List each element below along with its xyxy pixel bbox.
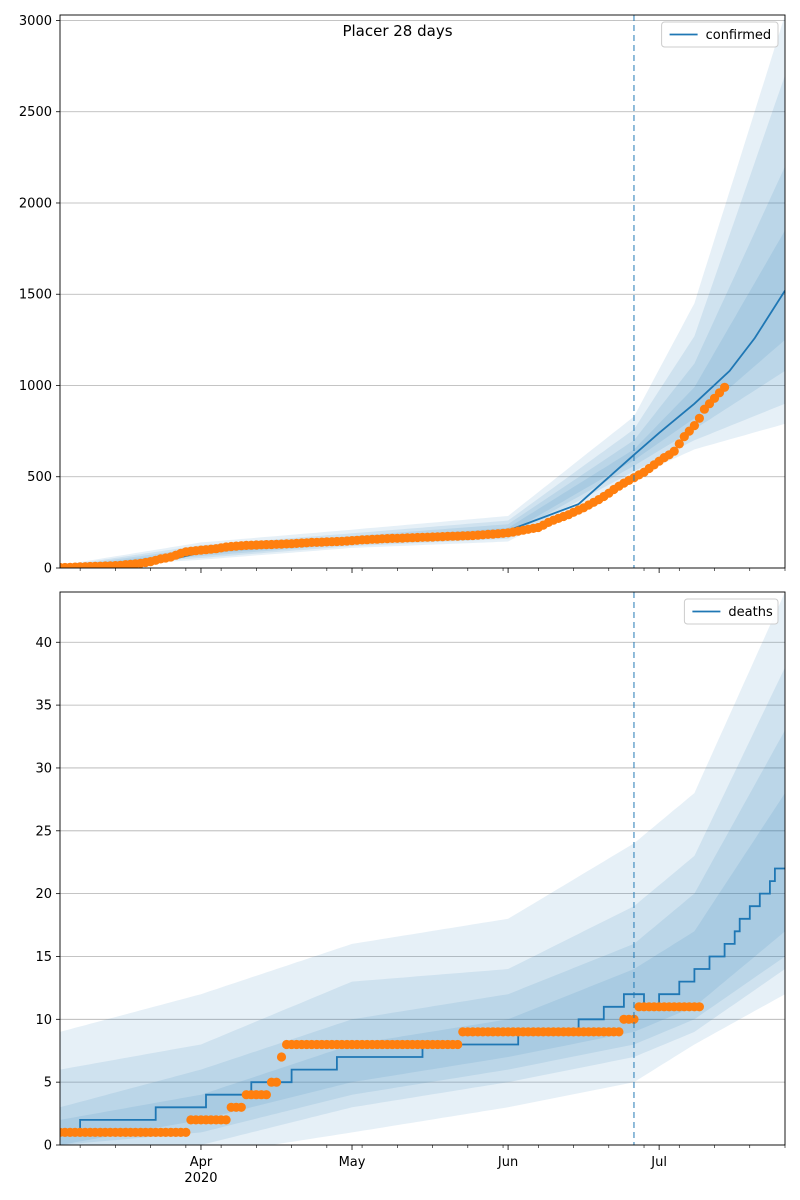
observed-point [221,1115,231,1125]
legend-label: confirmed [706,28,772,43]
y-tick-label: 35 [35,699,52,714]
y-tick-label: 0 [44,562,52,577]
y-tick-label: 10 [35,1013,52,1028]
uncertainty-band-inner [60,793,785,1145]
legend-box [683,598,779,625]
uncertainty-band-outer [60,667,785,1145]
legend-label: deaths [728,605,773,620]
observed-point [261,1090,271,1100]
observed-point [674,439,684,449]
y-tick-label: 500 [27,470,52,485]
chart-title: Placer 28 days [342,22,452,40]
uncertainty-band-widest [60,15,785,568]
y-tick-label: 1000 [19,379,52,394]
x-tick-label: Jun [497,1155,518,1170]
legend: deaths [683,598,779,625]
observed-point [694,413,705,423]
observed-point [629,1014,639,1024]
x-tick-label: Jul [650,1155,667,1170]
y-tick-label: 2000 [19,196,52,211]
plot-area [60,592,785,1145]
x-tick-label: May [339,1155,366,1170]
observed-point [236,1102,246,1112]
y-tick-label: 0 [44,1139,52,1154]
uncertainty-band-outer [60,75,785,568]
y-tick-label: 3000 [19,14,52,29]
y-tick-label: 1500 [19,288,52,303]
y-tick-label: 25 [35,824,52,839]
plot-area [60,15,785,568]
observed-point [453,1039,463,1050]
y-tick-label: 20 [35,887,52,902]
legend-box [661,21,779,48]
observed-point [689,421,700,431]
observed-point [720,382,730,392]
observed-point [181,1127,191,1137]
y-tick-label: 2500 [19,105,52,120]
uncertainty-band-middle [60,730,785,1145]
observed-point [276,1052,287,1062]
y-tick-label: 30 [35,761,52,776]
model-line-deaths [60,867,785,1134]
confirmed-panel: 0 500 1000 1500 2000 2500 3000 Placer 28 days co… [19,14,786,577]
legend: confirmed [661,21,779,48]
y-tick-label: 40 [35,636,52,651]
observed-point [271,1077,282,1087]
uncertainty-band-middle [60,166,785,568]
x-tick-sublabel: 2020 [184,1171,217,1186]
y-tick-label: 15 [35,950,52,965]
x-tick-label: Apr [190,1155,213,1170]
axes-frame [59,14,786,569]
y-tick-label: 5 [44,1076,52,1091]
observed-point [669,446,679,456]
axes-frame [59,591,786,1146]
observed-point [614,1027,624,1037]
observed-point [694,1002,705,1012]
